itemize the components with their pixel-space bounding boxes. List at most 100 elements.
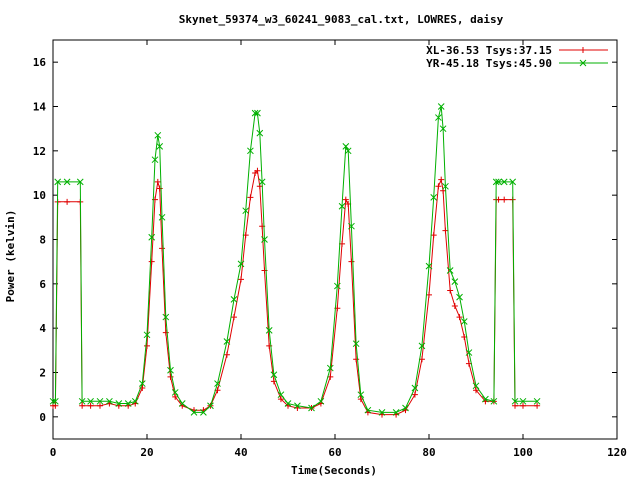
data-point (364, 406, 372, 414)
data-point (49, 397, 57, 405)
series-xl (50, 167, 541, 418)
data-point (342, 196, 349, 203)
data-point (333, 282, 341, 290)
data-point (284, 400, 292, 407)
data-point (124, 400, 132, 407)
data-point (392, 409, 400, 416)
data-point (348, 222, 355, 230)
x-tick-label: 40 (234, 446, 247, 459)
data-point (258, 178, 266, 186)
data-point (97, 402, 103, 409)
data-point (154, 131, 162, 139)
data-point (308, 404, 315, 412)
data-point (520, 402, 526, 409)
data-point (158, 213, 166, 221)
data-point (162, 313, 170, 321)
data-point (500, 178, 508, 186)
y-tick-label: 12 (33, 145, 46, 158)
data-point (456, 314, 463, 321)
data-point (338, 202, 346, 210)
data-point (207, 402, 214, 410)
data-point (230, 314, 237, 321)
data-point (178, 400, 186, 407)
x-axis-label: Time(Seconds) (291, 464, 377, 477)
data-point (519, 397, 527, 405)
series-yr (49, 103, 541, 416)
data-point (344, 147, 352, 155)
series-line (53, 106, 538, 413)
data-point (79, 402, 86, 409)
x-tick-label: 80 (422, 446, 435, 459)
y-tick-label: 8 (39, 234, 46, 247)
data-point (446, 267, 454, 274)
data-point (237, 260, 245, 268)
data-point (270, 371, 278, 379)
legend-label-xl: XL-36.53 Tsys:37.15 (426, 44, 552, 57)
y-axis-label: Power (kelvin) (4, 210, 17, 303)
data-point (96, 397, 104, 405)
data-point (190, 409, 198, 416)
data-point (533, 397, 541, 405)
series-layer (49, 103, 541, 418)
x-tick-label: 20 (140, 446, 153, 459)
data-point (156, 143, 164, 150)
data-point (501, 196, 508, 203)
data-point (277, 396, 284, 403)
data-point (435, 114, 442, 121)
data-point (437, 103, 445, 110)
data-point (277, 391, 285, 399)
legend-marker (579, 59, 587, 67)
data-point (509, 178, 517, 186)
y-tick-label: 14 (33, 101, 47, 114)
data-point (64, 198, 71, 205)
data-point (214, 380, 221, 387)
data-point (442, 182, 449, 190)
data-point (357, 391, 365, 399)
data-point (439, 125, 447, 133)
data-point (492, 178, 500, 186)
data-point (148, 258, 155, 265)
data-point (167, 373, 174, 380)
legend-label-yr: YR-45.18 Tsys:45.90 (426, 57, 552, 70)
data-point (473, 387, 479, 394)
data-point (426, 291, 432, 298)
data-point (76, 178, 84, 186)
data-point (451, 278, 459, 285)
data-point (230, 295, 238, 303)
data-point (172, 393, 179, 400)
data-point (411, 384, 419, 392)
data-point (435, 183, 442, 190)
data-point (425, 262, 433, 270)
data-point (430, 194, 438, 201)
data-point (167, 366, 174, 374)
y-tick-label: 16 (33, 56, 47, 69)
data-point (411, 391, 418, 398)
data-point (63, 178, 71, 186)
data-point (265, 327, 273, 334)
x-tick-label: 60 (328, 446, 341, 459)
data-point (131, 397, 139, 405)
data-point (482, 395, 489, 403)
data-point (115, 400, 123, 407)
data-point (171, 389, 179, 396)
data-point (54, 178, 62, 186)
data-point (238, 276, 244, 283)
data-point (342, 143, 350, 150)
y-tick-label: 10 (33, 189, 46, 202)
data-point (348, 258, 355, 265)
data-point (156, 185, 163, 192)
data-point (418, 342, 426, 350)
data-point (200, 409, 207, 416)
data-point (451, 303, 458, 309)
data-point (378, 409, 386, 416)
data-point (154, 178, 161, 185)
data-point (402, 404, 409, 412)
plot-axes: 0 20 40 60 80 100 120 0 2 4 6 8 10 12 14 16 (33, 39, 627, 459)
plot-border (52, 39, 618, 440)
data-point (159, 245, 166, 252)
data-point (223, 338, 231, 345)
data-point (242, 207, 250, 215)
data-point (87, 402, 94, 409)
chart-title: Skynet_59374_w3_60241_9083_cal.txt, LOWR… (179, 13, 504, 26)
